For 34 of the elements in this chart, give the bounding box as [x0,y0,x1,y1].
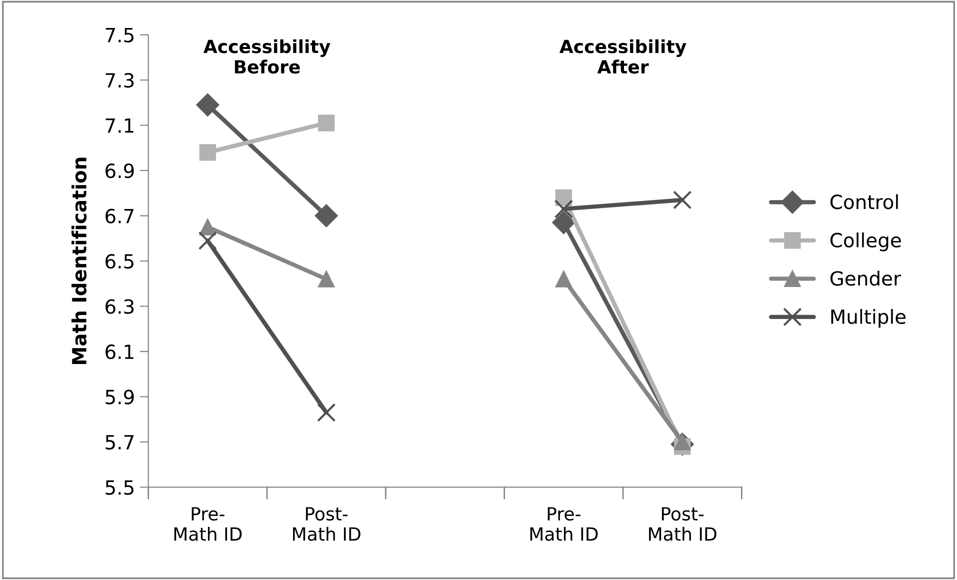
y-tick-label: 7.5 [106,28,134,42]
y-tick-label: 7.3 [106,72,134,88]
y-tick-label: 5.5 [106,480,134,495]
y-tick-label: 6.7 [106,208,134,224]
annotation: Accessibility After [559,39,686,74]
y-tick-label: 6.3 [106,299,134,314]
annotation: Accessibility Before [203,39,330,74]
x-tick-label: Post- Math ID [649,507,716,541]
x-tick-label: Pre- Math ID [174,507,242,541]
point [554,200,574,218]
y-tick-label: 6.9 [106,163,134,178]
point [316,403,336,422]
point [555,270,572,288]
x-tick-label: Pre- Math ID [530,507,598,541]
point [318,270,335,288]
point [552,211,576,234]
y-axis-title: Math Identification [72,158,87,364]
y-tick-label: 5.7 [106,435,134,450]
point [672,190,692,210]
legend-label: College [830,232,901,252]
y-tick-label: 6.1 [106,344,134,360]
point [318,114,335,132]
legend-label: Control [830,194,898,210]
point [314,204,338,228]
x-tick-label: Post- Math ID [293,507,360,541]
point [199,144,216,161]
point [196,93,220,116]
y-tick-label: 5.9 [106,390,134,404]
y-tick-label: 6.5 [106,254,134,269]
legend-label: Gender [830,270,902,286]
y-tick-label: 7.1 [106,118,134,133]
point [198,231,218,250]
point [199,218,216,236]
legend-label: Multiple [831,308,906,328]
